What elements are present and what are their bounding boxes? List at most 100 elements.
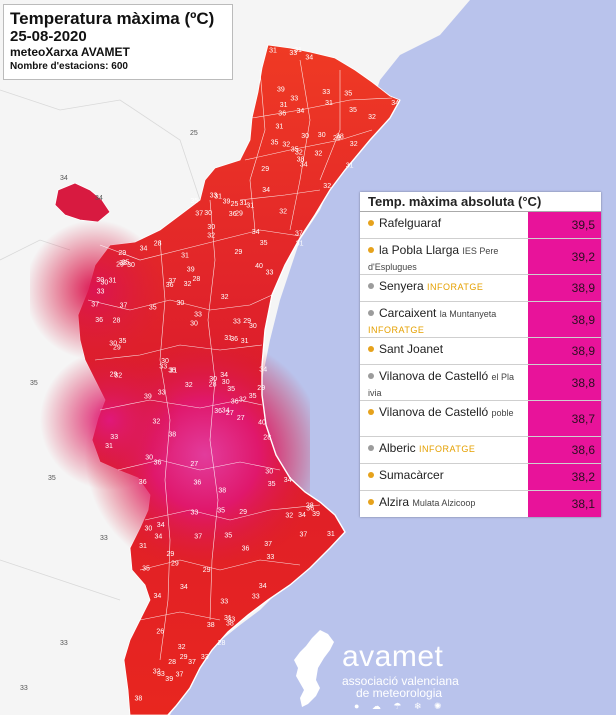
station-value-label: 31 — [327, 531, 335, 538]
station-value-label: 27 — [190, 461, 198, 468]
station-value-label: 32 — [279, 209, 287, 216]
station-value-label: 30 — [177, 300, 185, 307]
station-value-label: 34 — [391, 100, 399, 107]
station-value-label: 34 — [298, 512, 306, 519]
station-name: Senyera — [379, 279, 424, 293]
station-value-label: 29 — [235, 249, 243, 256]
station-value-label: 29 — [171, 561, 179, 568]
station-value-label: 35 — [271, 140, 279, 147]
station-value-label: 38 — [207, 622, 215, 629]
station-value-label: 33 — [97, 289, 105, 296]
station-value-label: 33 — [60, 640, 68, 647]
station-value-label: 33 — [289, 50, 297, 57]
station-value-label: 32 — [239, 397, 247, 404]
station-value-label: 33 — [266, 269, 274, 276]
station-value: 38,8 — [528, 365, 601, 400]
station-value-label: 35 — [190, 198, 198, 205]
station-value-label: 30 — [101, 280, 109, 287]
map-header: Temperatura màxima (ºC) 25-08-2020 meteo… — [3, 4, 233, 80]
station-value-label: 37 — [168, 278, 176, 285]
station-value-label: 33 — [158, 390, 166, 397]
station-value: 38,2 — [528, 464, 601, 490]
network-tag: INFORATGE — [419, 444, 476, 454]
station-value-label: 29 — [261, 166, 269, 173]
station-value-label: 28 — [263, 435, 271, 442]
station-value-label: 33 — [119, 260, 127, 267]
station-value-label: 33 — [220, 598, 228, 605]
station-value-label: 31 — [181, 253, 189, 260]
station-value-label: 34 — [259, 583, 267, 590]
station-value-label: 35 — [227, 386, 235, 393]
station-value-label: 34 — [180, 584, 188, 591]
logo-wordmark: avamet — [342, 640, 444, 673]
station-value-label: 31 — [346, 163, 354, 170]
station-value-label: 34 — [259, 367, 267, 374]
station-value-label: 33 — [100, 535, 108, 542]
station-value-label: 38 — [297, 156, 305, 163]
station-value-label: 35 — [48, 475, 56, 482]
station-value-label: 36 — [194, 479, 202, 486]
station-value-label: 35 — [344, 90, 352, 97]
station-value-label: 33 — [267, 554, 275, 561]
station-value-label: 33 — [233, 319, 241, 326]
dot-gray-icon — [368, 445, 374, 451]
station-value-label: 35 — [291, 147, 299, 154]
station-value-label: 34 — [95, 195, 103, 202]
station-value-label: 37 — [91, 302, 99, 309]
station-value-label: 33 — [322, 89, 330, 96]
station-value-label: 32 — [350, 141, 358, 148]
dot-orange-icon — [368, 247, 374, 253]
station-value-label: 36 — [229, 211, 237, 218]
station-value-label: 35 — [142, 566, 150, 573]
station-value-label: 32 — [207, 232, 215, 239]
station-value: 38,9 — [528, 302, 601, 337]
station-value-label: 34 — [154, 593, 162, 600]
station-value-label: 28 — [193, 276, 201, 283]
station-value-label: 29 — [243, 318, 251, 325]
station-value-label: 31 — [109, 278, 117, 285]
station-value-label: 30 — [222, 379, 230, 386]
ranking-row: Carcaixent la Muntanyeta INFORATGE 38,9 — [360, 302, 601, 338]
station-value-label: 32 — [315, 151, 323, 158]
station-value-label: 39 — [223, 199, 231, 206]
station-value-label: 40 — [258, 419, 266, 426]
ranking-row: Sumacàrcer 38,2 — [360, 464, 601, 491]
station-value-label: 36 — [242, 546, 250, 553]
municipal-borders — [87, 59, 393, 661]
station-value-label: 36 — [214, 408, 222, 415]
map-title: Temperatura màxima (ºC) — [10, 9, 215, 28]
station-value-label: 38 — [168, 431, 176, 438]
station-name: Alberic — [379, 441, 416, 455]
station-value-label: 33 — [159, 364, 167, 371]
station-value-label: 36 — [95, 317, 103, 324]
dot-gray-icon — [368, 310, 374, 316]
station-value-label: 28 — [154, 240, 162, 247]
station-value-label: 28 — [113, 317, 121, 324]
dot-gray-icon — [368, 373, 374, 379]
station-value-label: 29 — [257, 385, 265, 392]
station-value-label: 31 — [241, 338, 249, 345]
station-value-label: 30 — [318, 132, 326, 139]
station-value-label: 35 — [260, 240, 268, 247]
station-value-label: 39 — [187, 267, 195, 274]
logo-line-2: de meteorologia — [356, 686, 443, 700]
station-value-label: 28 — [209, 382, 217, 389]
station-value-label: 30 — [207, 224, 215, 231]
station-value-label: 30 — [190, 320, 198, 327]
station-value-label: 37 — [195, 210, 203, 217]
station-value-label: 31 — [170, 367, 178, 374]
ranking-row: Alberic INFORATGE 38,6 — [360, 437, 601, 464]
station-name: Carcaixent — [379, 306, 437, 320]
station-value-label: 31 — [325, 100, 333, 107]
ranking-title: Temp. màxima absoluta (°C) — [360, 192, 601, 212]
ranking-row: Vilanova de Castelló poble 38,7 — [360, 401, 601, 437]
station-value-label: 30 — [209, 376, 217, 383]
station-value-label: 37 — [295, 230, 303, 237]
station-value-label: 37 — [120, 303, 128, 310]
station-subname: Mulata Alzicoop — [412, 498, 476, 508]
station-value-label: 33 — [110, 434, 118, 441]
station-value-label: 36 — [278, 111, 286, 118]
station-value-label: 31 — [224, 335, 232, 342]
station-value-label: 35 — [168, 367, 176, 374]
station-value-label: 30 — [204, 210, 212, 217]
